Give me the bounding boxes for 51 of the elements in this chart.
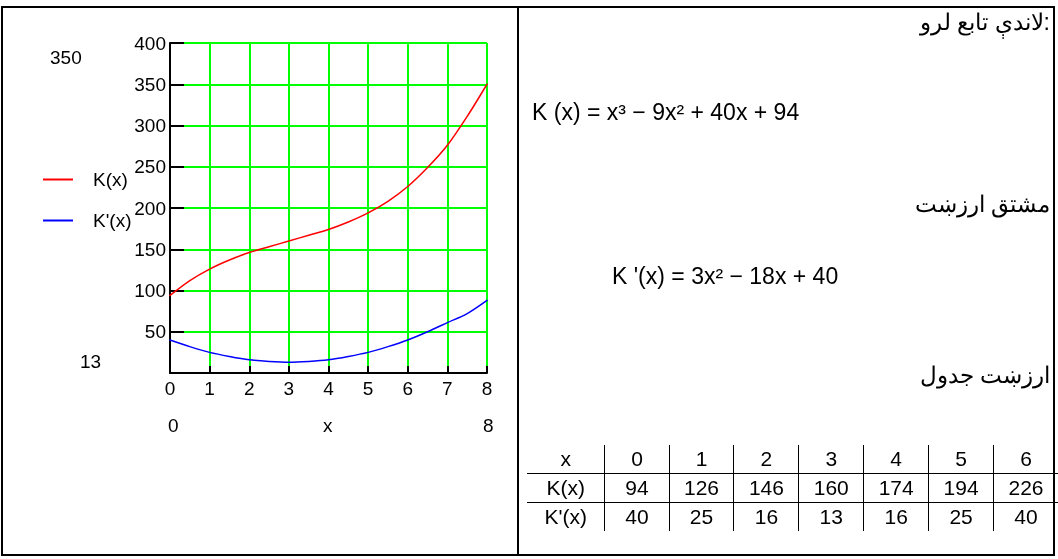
text: 8 — [483, 415, 494, 436]
x-tick-label: 4 — [323, 378, 335, 399]
x-tick-label: 7 — [442, 378, 453, 399]
x-tick-label: 8 — [481, 378, 493, 399]
y-tick-label: 350 — [134, 73, 166, 95]
data-label: 226 — [993, 473, 1058, 503]
x-tick-label: 0 — [164, 378, 176, 399]
legend-label: K'(x) — [93, 210, 132, 231]
text: K (x) = x³ − 9x² + 40x + 94 — [532, 98, 800, 125]
x-tick-label: 4 — [863, 445, 929, 474]
x-tick-label: 5 — [928, 445, 994, 474]
x-tick-label: 3 — [798, 445, 864, 474]
data-label: 160 — [798, 473, 864, 503]
y-tick-label: 150 — [134, 238, 166, 260]
x-axis-title: x — [559, 446, 572, 472]
x-tick-label: 2 — [243, 378, 255, 399]
y-tick-label: 400 — [134, 32, 166, 54]
text: 350 — [50, 47, 82, 68]
data-label: 194 — [928, 473, 994, 503]
text: 0 — [168, 415, 179, 436]
data-label: 25 — [669, 502, 734, 531]
x-tick-label: 5 — [362, 378, 374, 399]
data-label: 16 — [863, 502, 929, 531]
data-label: 16 — [733, 502, 799, 531]
y-tick-label: 100 — [134, 280, 166, 301]
legend-label: K(x) — [93, 169, 128, 190]
y-tick-label: 200 — [134, 197, 166, 219]
x-tick-label: 1 — [669, 445, 734, 474]
data-label: 13 — [798, 502, 864, 531]
x-tick-label: 2 — [733, 445, 799, 474]
data-label: 40 — [604, 502, 670, 531]
text: مشتق ارزښت — [914, 190, 1050, 218]
y-tick-label: 250 — [134, 156, 166, 178]
x-tick-label: 6 — [402, 378, 414, 399]
text: 13 — [80, 351, 102, 372]
x-axis-title: x — [323, 415, 333, 436]
text: ارزښت جدول — [919, 361, 1050, 389]
x-tick-label: 3 — [283, 378, 295, 399]
data-label: 146 — [733, 473, 799, 503]
data-label: 94 — [604, 473, 670, 503]
x-tick-label: 0 — [604, 445, 670, 474]
data-label: 40 — [993, 502, 1058, 531]
text: لاندې تابع لرو: — [918, 8, 1050, 39]
data-label: 126 — [669, 473, 734, 503]
y-tick-label: 50 — [144, 321, 166, 343]
x-tick-label: 6 — [993, 445, 1058, 474]
y-tick-label: 300 — [134, 115, 166, 136]
data-label: 25 — [928, 502, 994, 531]
text: K '(x) = 3x² − 18x + 40 — [612, 262, 839, 289]
x-tick-label: 1 — [204, 378, 215, 399]
data-label: 174 — [863, 473, 929, 503]
